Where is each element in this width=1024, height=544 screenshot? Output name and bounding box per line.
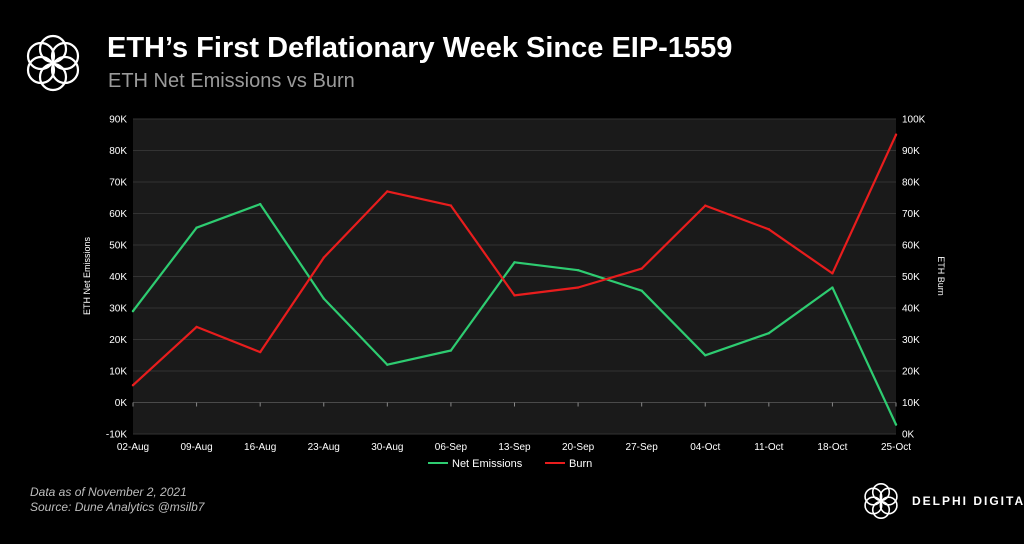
data-point-net-emissions — [131, 309, 135, 313]
x-tick-label: 23-Aug — [308, 442, 340, 453]
y-tick-label-right: 0K — [902, 430, 915, 441]
data-point-net-emissions — [449, 349, 453, 352]
data-point-net-emissions — [386, 363, 389, 366]
source-note: Source: Dune Analytics @msilb7 — [30, 500, 205, 514]
x-tick-label: 25-Oct — [881, 442, 911, 453]
data-point-burn — [767, 228, 771, 231]
y-tick-label-right: 50K — [902, 272, 920, 283]
x-tick-label: 30-Aug — [371, 442, 403, 453]
y-tick-label-left: 10K — [109, 367, 127, 378]
x-tick-label: 02-Aug — [117, 442, 149, 453]
data-point-burn — [258, 350, 262, 354]
y-tick-label-left: 40K — [109, 272, 127, 283]
data-point-burn — [386, 190, 389, 193]
data-point-burn — [131, 383, 135, 387]
data-point-net-emissions — [513, 261, 516, 264]
y-tick-label-right: 90K — [902, 146, 920, 157]
brand: DELPHI DIGITAL — [860, 480, 1024, 524]
y-tick-label-left: 60K — [109, 209, 127, 220]
y-tick-label-left: 50K — [109, 241, 127, 252]
data-point-net-emissions — [767, 332, 771, 335]
y-tick-label-right: 30K — [902, 335, 920, 346]
x-tick-label: 27-Sep — [626, 442, 659, 453]
y-tick-label-right: 40K — [902, 304, 920, 315]
legend: Net Emissions Burn — [428, 458, 592, 470]
page-title: ETH’s First Deflationary Week Since EIP-… — [107, 32, 733, 64]
y-tick-label-left: 80K — [109, 146, 127, 157]
data-point-burn — [195, 325, 198, 329]
data-point-burn — [704, 204, 707, 207]
y-tick-label-left: 70K — [109, 178, 127, 189]
y-tick-label-right: 100K — [902, 115, 926, 126]
page-subtitle: ETH Net Emissions vs Burn — [108, 70, 355, 92]
data-point-net-emissions — [322, 297, 325, 300]
x-tick-label: 13-Sep — [498, 442, 531, 453]
x-tick-label: 06-Sep — [435, 442, 468, 453]
data-date-note: Data as of November 2, 2021 — [30, 485, 187, 499]
y-tick-label-left: -10K — [106, 430, 127, 441]
legend-label-net-emissions: Net Emissions — [452, 458, 523, 470]
x-tick-label: 18-Oct — [817, 442, 847, 453]
x-tick-label: 11-Oct — [754, 442, 783, 453]
y-tick-label-left: 90K — [109, 115, 127, 126]
y-tick-label-left: 20K — [109, 335, 127, 346]
y-tick-label-left: 30K — [109, 304, 127, 315]
delphi-logo-icon — [864, 483, 898, 519]
brand-name: DELPHI DIGITAL — [912, 494, 1024, 508]
y-axis-right-title: ETH Burn — [936, 256, 946, 296]
data-point-burn — [894, 133, 898, 136]
data-point-burn — [576, 286, 580, 289]
x-tick-label: 20-Sep — [562, 442, 595, 453]
data-point-net-emissions — [894, 423, 898, 426]
y-tick-label-right: 10K — [902, 398, 920, 409]
footer-notes: Data as of November 2, 2021 Source: Dune… — [30, 485, 204, 515]
data-point-net-emissions — [258, 202, 262, 206]
data-point-net-emissions — [640, 289, 643, 292]
y-tick-label-right: 60K — [902, 241, 920, 252]
x-tick-label: 04-Oct — [690, 442, 720, 453]
delphi-logo-icon — [26, 34, 80, 92]
data-point-net-emissions — [195, 226, 198, 229]
series-lines — [131, 133, 898, 426]
x-tick-label: 16-Aug — [244, 442, 276, 453]
y-tick-label-right: 80K — [902, 178, 920, 189]
y-axis-left-title: ETH Net Emissions — [82, 236, 92, 315]
y-tick-label-right: 20K — [902, 367, 920, 378]
y-tick-label-right: 70K — [902, 209, 920, 220]
data-point-net-emissions — [704, 354, 707, 357]
data-point-burn — [449, 204, 453, 207]
x-tick-label: 09-Aug — [180, 442, 212, 453]
axes: -10K 0K 0K 10K 10K 20K 20K 30K 30K 40K 40K 50K 50K 60… — [106, 115, 926, 454]
y-tick-label-left: 0K — [115, 398, 128, 409]
data-point-net-emissions — [576, 269, 580, 272]
data-point-burn — [831, 272, 834, 275]
legend-label-burn: Burn — [569, 458, 592, 470]
data-point-burn — [640, 267, 643, 270]
data-point-burn — [322, 256, 325, 259]
data-point-burn — [513, 294, 516, 297]
data-point-net-emissions — [831, 286, 834, 289]
